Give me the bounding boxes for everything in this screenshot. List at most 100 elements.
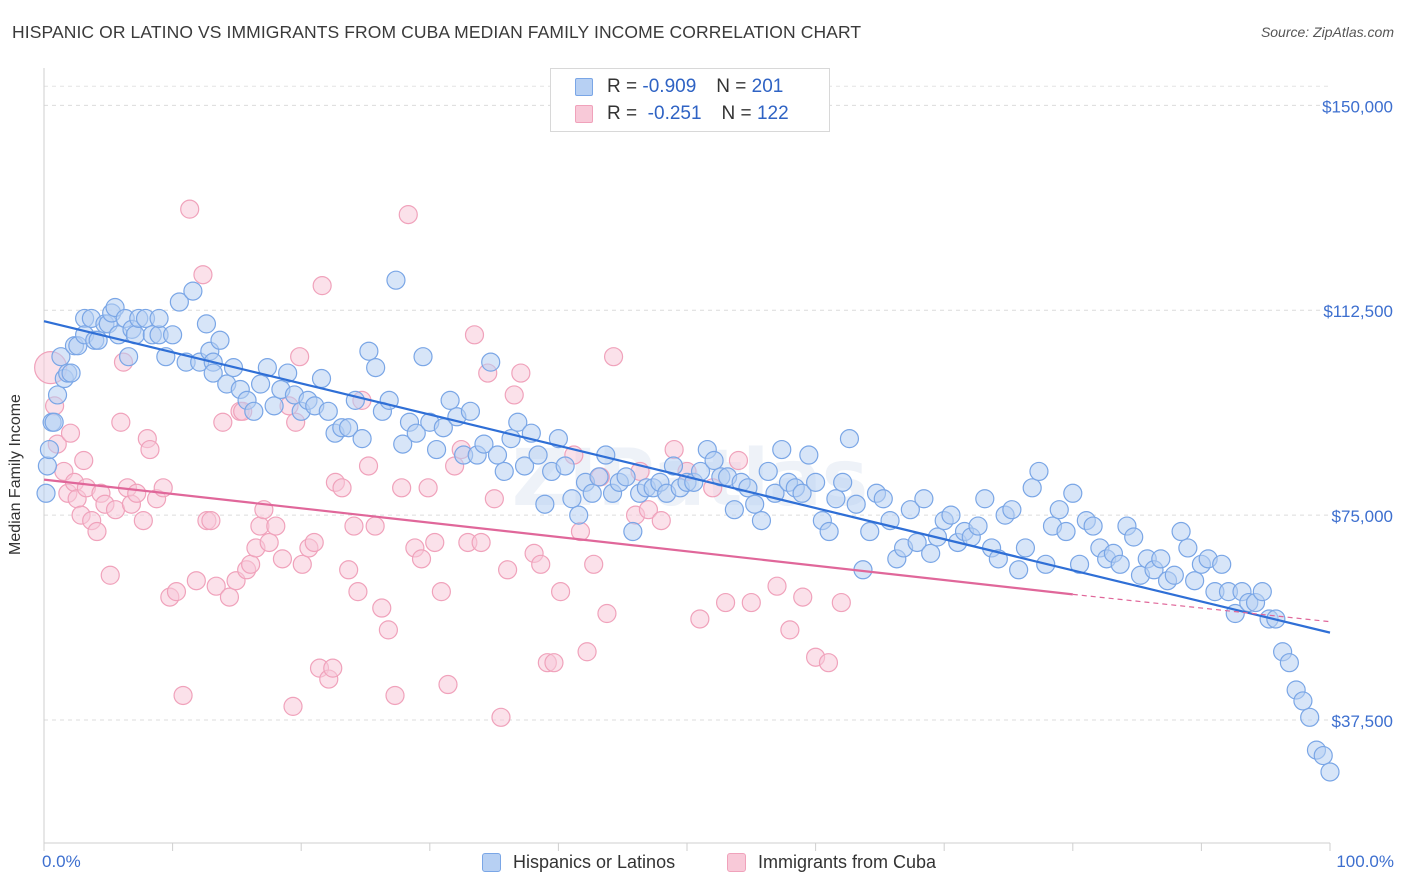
cuba-point <box>378 620 398 640</box>
cuba-point <box>491 707 511 727</box>
hispanic-point <box>203 363 223 383</box>
cuba-point <box>511 363 531 383</box>
cuba-swatch <box>575 105 593 123</box>
cuba-point <box>818 653 839 673</box>
hispanic-point <box>61 363 81 383</box>
hispanic-point <box>1063 483 1083 503</box>
hispanic-point <box>426 439 447 460</box>
hispanic-swatch <box>575 78 593 96</box>
hispanic-legend-swatch <box>482 853 501 872</box>
hispanic-point <box>51 347 71 367</box>
cuba-point <box>339 560 359 580</box>
cuba-point <box>728 450 749 471</box>
cuba-point <box>603 347 624 367</box>
cuba-point <box>127 483 147 503</box>
hispanic-point <box>1212 554 1232 574</box>
hispanic-point <box>1320 762 1340 782</box>
hispanic-point <box>1056 521 1076 542</box>
cuba-point <box>531 554 551 574</box>
hispanic-point <box>724 500 744 520</box>
hispanic-point <box>278 363 298 383</box>
hispanic-point <box>163 325 183 345</box>
cuba-point <box>385 685 405 706</box>
hispanic-point <box>792 483 812 503</box>
hispanic-point <box>1185 571 1205 591</box>
hispanic-point <box>1009 560 1029 580</box>
cuba-point <box>498 560 518 580</box>
cuba-point <box>259 532 279 553</box>
hispanic-point <box>968 516 988 536</box>
cuba-point <box>100 565 120 585</box>
hispanic-point <box>406 423 426 443</box>
hispanic-point <box>352 429 372 449</box>
cuba-point <box>638 500 659 520</box>
series-legend: Hispanics or Latinos Immigrants from Cub… <box>0 852 1406 876</box>
hispanic-point <box>196 314 217 334</box>
hispanic-point <box>264 396 284 416</box>
hispanic-point <box>149 308 169 329</box>
cuba-point <box>206 576 226 596</box>
cuba-point <box>438 674 458 695</box>
cuba-point <box>425 532 445 553</box>
cuba-point <box>105 500 126 520</box>
cuba-point <box>332 478 352 498</box>
cuba-point <box>651 511 671 531</box>
hispanic-point <box>257 358 277 378</box>
cuba-point <box>392 478 412 498</box>
cuba-point <box>767 576 787 596</box>
hispanic-point <box>481 352 501 372</box>
legend-label-cuba: Immigrants from Cuba <box>758 852 937 872</box>
cuba-point <box>180 199 200 219</box>
cuba-point <box>272 549 293 569</box>
cuba-point <box>831 592 851 613</box>
hispanic-point <box>250 374 271 394</box>
cuba-point <box>597 603 617 624</box>
cuba-point <box>431 582 451 602</box>
hispanic-point <box>119 347 139 367</box>
cuba-legend-swatch <box>727 853 746 872</box>
correlation-legend: R = -0.909 N = 201 R = -0.251 N = 122 <box>550 68 830 132</box>
legend-label-hispanic: Hispanics or Latinos <box>513 852 676 872</box>
hispanic-point <box>1069 554 1090 574</box>
n-label: N = <box>716 76 747 97</box>
hispanic-point <box>1110 554 1130 574</box>
hispanic-point <box>1313 745 1333 766</box>
hispanic-point <box>487 445 508 465</box>
hispanic-point <box>39 439 60 460</box>
hispanic-point <box>36 483 56 503</box>
cuba-point <box>213 412 233 432</box>
cuba-point <box>411 549 432 569</box>
hispanic-point <box>663 456 684 476</box>
cuba-point <box>741 592 761 613</box>
hispanic-point <box>47 385 68 405</box>
hispanic-point <box>704 450 724 471</box>
hispanic-point <box>359 341 379 361</box>
cuba-point <box>166 582 187 602</box>
hispanic-point <box>1293 691 1313 711</box>
hispanic-point <box>758 461 778 482</box>
cuba-point <box>87 521 107 542</box>
hispanic-point <box>819 521 839 542</box>
cuba-point <box>365 516 385 536</box>
hispanic-point <box>514 456 535 476</box>
hispanic-point <box>311 368 332 389</box>
cuba-trendline <box>43 478 1073 596</box>
y-tick-label: $37,500 <box>1332 712 1393 731</box>
cuba-point <box>715 592 736 613</box>
hispanic-point <box>1252 582 1272 602</box>
cuba-point <box>418 478 438 498</box>
hispanic-point <box>318 401 338 421</box>
cuba-point <box>544 653 564 673</box>
cuba-point <box>186 571 206 591</box>
x-tick-min: 0.0% <box>42 852 81 871</box>
hispanic-point <box>366 358 386 378</box>
cuba-point <box>793 587 813 607</box>
cuba-point <box>323 658 343 678</box>
hispanic-point <box>1164 565 1184 585</box>
y-tick-label: $150,000 <box>1322 97 1393 116</box>
hispanic-point <box>440 390 460 410</box>
cuba-point <box>690 609 710 629</box>
cuba-point <box>344 516 364 536</box>
hispanic-point <box>494 461 514 482</box>
